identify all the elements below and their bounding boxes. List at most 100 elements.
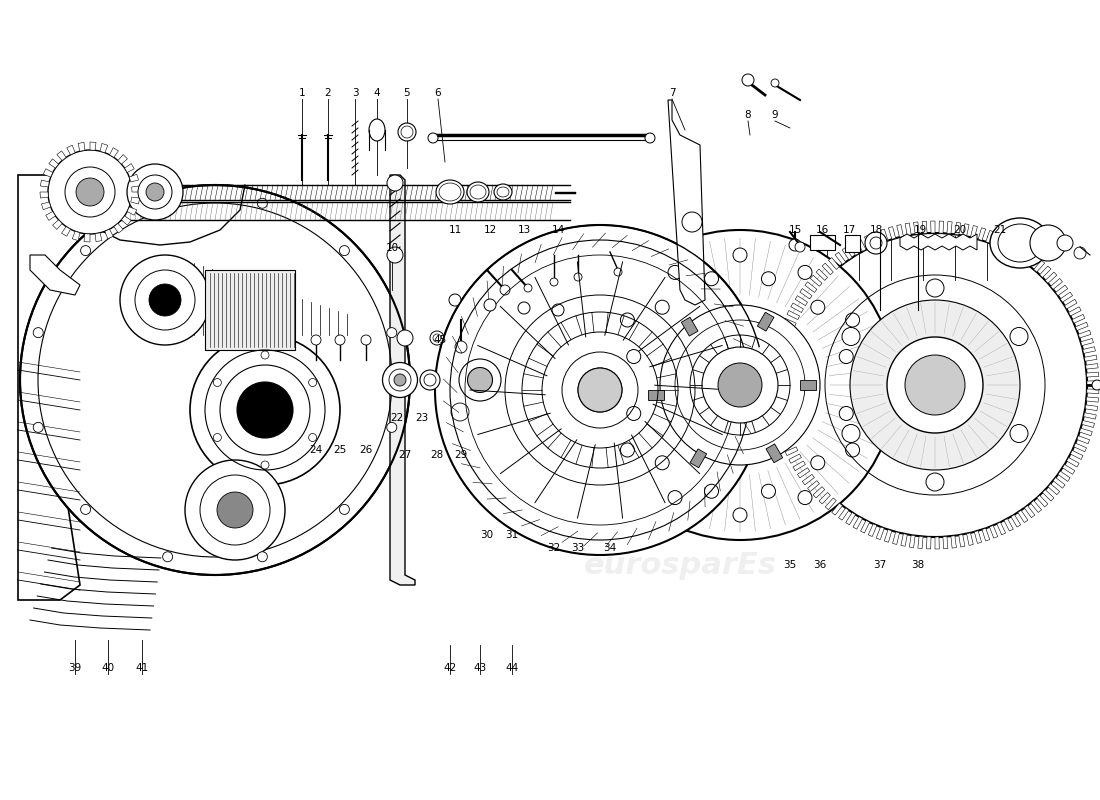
Polygon shape: [124, 163, 134, 173]
Ellipse shape: [436, 180, 464, 204]
Polygon shape: [1011, 514, 1021, 527]
Polygon shape: [1034, 260, 1045, 272]
Polygon shape: [901, 534, 908, 546]
Polygon shape: [1087, 381, 1099, 385]
Text: 24: 24: [309, 445, 322, 455]
Text: 1: 1: [299, 88, 306, 98]
Polygon shape: [939, 221, 944, 234]
Polygon shape: [926, 537, 931, 549]
Circle shape: [190, 335, 340, 485]
Polygon shape: [128, 207, 136, 215]
Circle shape: [80, 246, 90, 255]
Polygon shape: [967, 533, 974, 546]
Circle shape: [846, 313, 859, 327]
Polygon shape: [1068, 306, 1081, 316]
Text: 28: 28: [430, 450, 443, 460]
Text: 41: 41: [135, 663, 149, 673]
Bar: [757, 312, 774, 331]
Polygon shape: [910, 535, 915, 547]
Polygon shape: [772, 359, 785, 365]
Circle shape: [309, 434, 317, 442]
Polygon shape: [982, 528, 990, 541]
Polygon shape: [1086, 397, 1099, 402]
Polygon shape: [1021, 250, 1032, 262]
Circle shape: [702, 347, 778, 423]
Circle shape: [434, 225, 764, 555]
Circle shape: [146, 183, 164, 201]
Polygon shape: [1036, 495, 1048, 507]
Circle shape: [682, 212, 702, 232]
Polygon shape: [131, 197, 140, 204]
Ellipse shape: [368, 119, 385, 141]
Circle shape: [213, 434, 221, 442]
Circle shape: [842, 425, 860, 442]
Polygon shape: [877, 527, 884, 539]
Polygon shape: [779, 432, 792, 440]
Polygon shape: [62, 226, 70, 236]
Circle shape: [850, 300, 1020, 470]
Polygon shape: [1082, 346, 1096, 354]
Circle shape: [798, 490, 812, 505]
Circle shape: [771, 79, 779, 87]
Circle shape: [926, 279, 944, 297]
Polygon shape: [205, 270, 295, 350]
Polygon shape: [1065, 299, 1077, 309]
Circle shape: [120, 255, 210, 345]
Polygon shape: [931, 221, 935, 233]
Circle shape: [1074, 247, 1086, 259]
Polygon shape: [30, 255, 80, 295]
Bar: [690, 449, 706, 468]
Circle shape: [449, 294, 461, 306]
Circle shape: [656, 456, 669, 470]
Circle shape: [761, 484, 776, 498]
Polygon shape: [947, 222, 953, 234]
Text: 26: 26: [360, 445, 373, 455]
Polygon shape: [1053, 478, 1065, 488]
Circle shape: [163, 552, 173, 562]
Polygon shape: [802, 474, 814, 485]
Polygon shape: [1085, 405, 1098, 410]
Polygon shape: [73, 231, 80, 241]
Polygon shape: [1014, 245, 1024, 258]
Polygon shape: [914, 222, 920, 234]
Circle shape: [811, 456, 825, 470]
Polygon shape: [40, 192, 48, 198]
Text: 22: 22: [390, 413, 404, 423]
Text: 44: 44: [505, 663, 518, 673]
Polygon shape: [838, 508, 849, 520]
Polygon shape: [892, 532, 900, 545]
Polygon shape: [1024, 506, 1035, 518]
Polygon shape: [896, 225, 903, 237]
Circle shape: [811, 300, 825, 314]
Polygon shape: [795, 296, 807, 306]
Circle shape: [65, 167, 116, 217]
Circle shape: [518, 302, 530, 314]
Polygon shape: [865, 235, 873, 248]
Circle shape: [718, 363, 762, 407]
Circle shape: [926, 473, 944, 491]
Polygon shape: [872, 232, 880, 245]
Polygon shape: [780, 326, 793, 334]
Polygon shape: [1040, 266, 1050, 278]
Polygon shape: [773, 409, 785, 415]
Circle shape: [80, 505, 90, 514]
Text: 43: 43: [473, 663, 486, 673]
Polygon shape: [1000, 237, 1010, 250]
Ellipse shape: [990, 218, 1050, 268]
Polygon shape: [822, 263, 834, 274]
Text: 11: 11: [449, 225, 462, 235]
Circle shape: [627, 350, 640, 363]
Polygon shape: [1056, 285, 1068, 296]
Circle shape: [668, 490, 682, 505]
Polygon shape: [771, 377, 783, 381]
Polygon shape: [114, 223, 123, 233]
Circle shape: [387, 175, 403, 191]
Circle shape: [656, 300, 669, 314]
Circle shape: [20, 185, 410, 575]
Circle shape: [742, 74, 754, 86]
Circle shape: [138, 175, 172, 209]
Polygon shape: [1008, 241, 1018, 254]
Text: 14: 14: [551, 225, 564, 235]
Circle shape: [704, 272, 718, 286]
Text: 8: 8: [745, 110, 751, 120]
